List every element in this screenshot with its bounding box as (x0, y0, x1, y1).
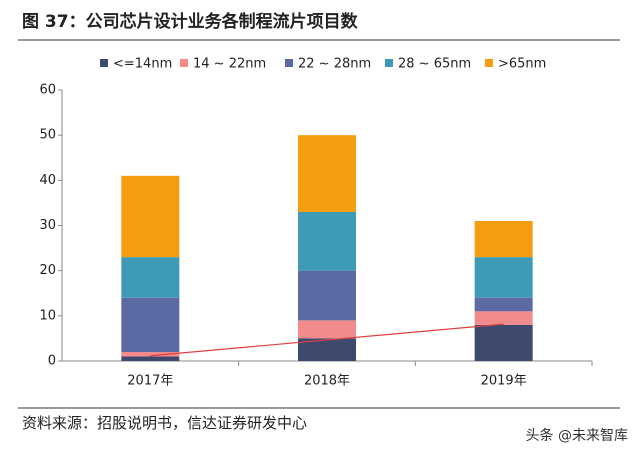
bar-segment (474, 324, 533, 361)
y-tick-label: 0 (48, 354, 56, 369)
bar-segment (474, 220, 533, 258)
bar-segment (474, 311, 533, 325)
y-tick-label: 30 (39, 218, 56, 233)
bar-segment (298, 135, 356, 212)
trend-line (150, 323, 504, 357)
bar-segment (298, 211, 356, 271)
bar-segment (298, 338, 356, 361)
legend-label: 28 ~ 65nm (398, 57, 471, 72)
bar-segment (121, 351, 180, 357)
y-tick-label: 40 (39, 173, 56, 188)
x-tick-label: 2018年 (304, 374, 350, 389)
legend-label: >65nm (498, 57, 546, 72)
watermark: 头条 @未来智库 (526, 427, 628, 444)
bar-segment (474, 257, 533, 298)
x-tick-label: 2019年 (481, 374, 527, 389)
bar-segment (121, 175, 180, 258)
y-tick-label: 10 (39, 308, 56, 323)
y-tick-label: 60 (39, 83, 56, 98)
legend-label: 22 ~ 28nm (298, 57, 371, 72)
bar-segment (298, 320, 356, 339)
legend-swatch (180, 59, 188, 67)
bar-segment (298, 270, 356, 321)
bar-segment (121, 356, 180, 361)
legend-swatch (285, 59, 293, 67)
legend-label: <=14nm (113, 57, 172, 72)
source: 资料来源：招股说明书，信达证券研发中心 (22, 414, 307, 432)
y-tick-label: 50 (39, 128, 56, 143)
legend-swatch (385, 59, 393, 67)
legend-label: 14 ~ 22nm (193, 57, 266, 72)
bar-segment (121, 257, 180, 298)
legend-swatch (100, 59, 108, 67)
x-tick-label: 2017年 (127, 374, 173, 389)
y-tick-label: 20 (39, 263, 56, 278)
legend-swatch (485, 59, 493, 67)
bar-segment (121, 297, 180, 352)
chart-title: 图 37：公司芯片设计业务各制程流片项目数 (22, 11, 359, 32)
bar-segment (474, 297, 533, 312)
